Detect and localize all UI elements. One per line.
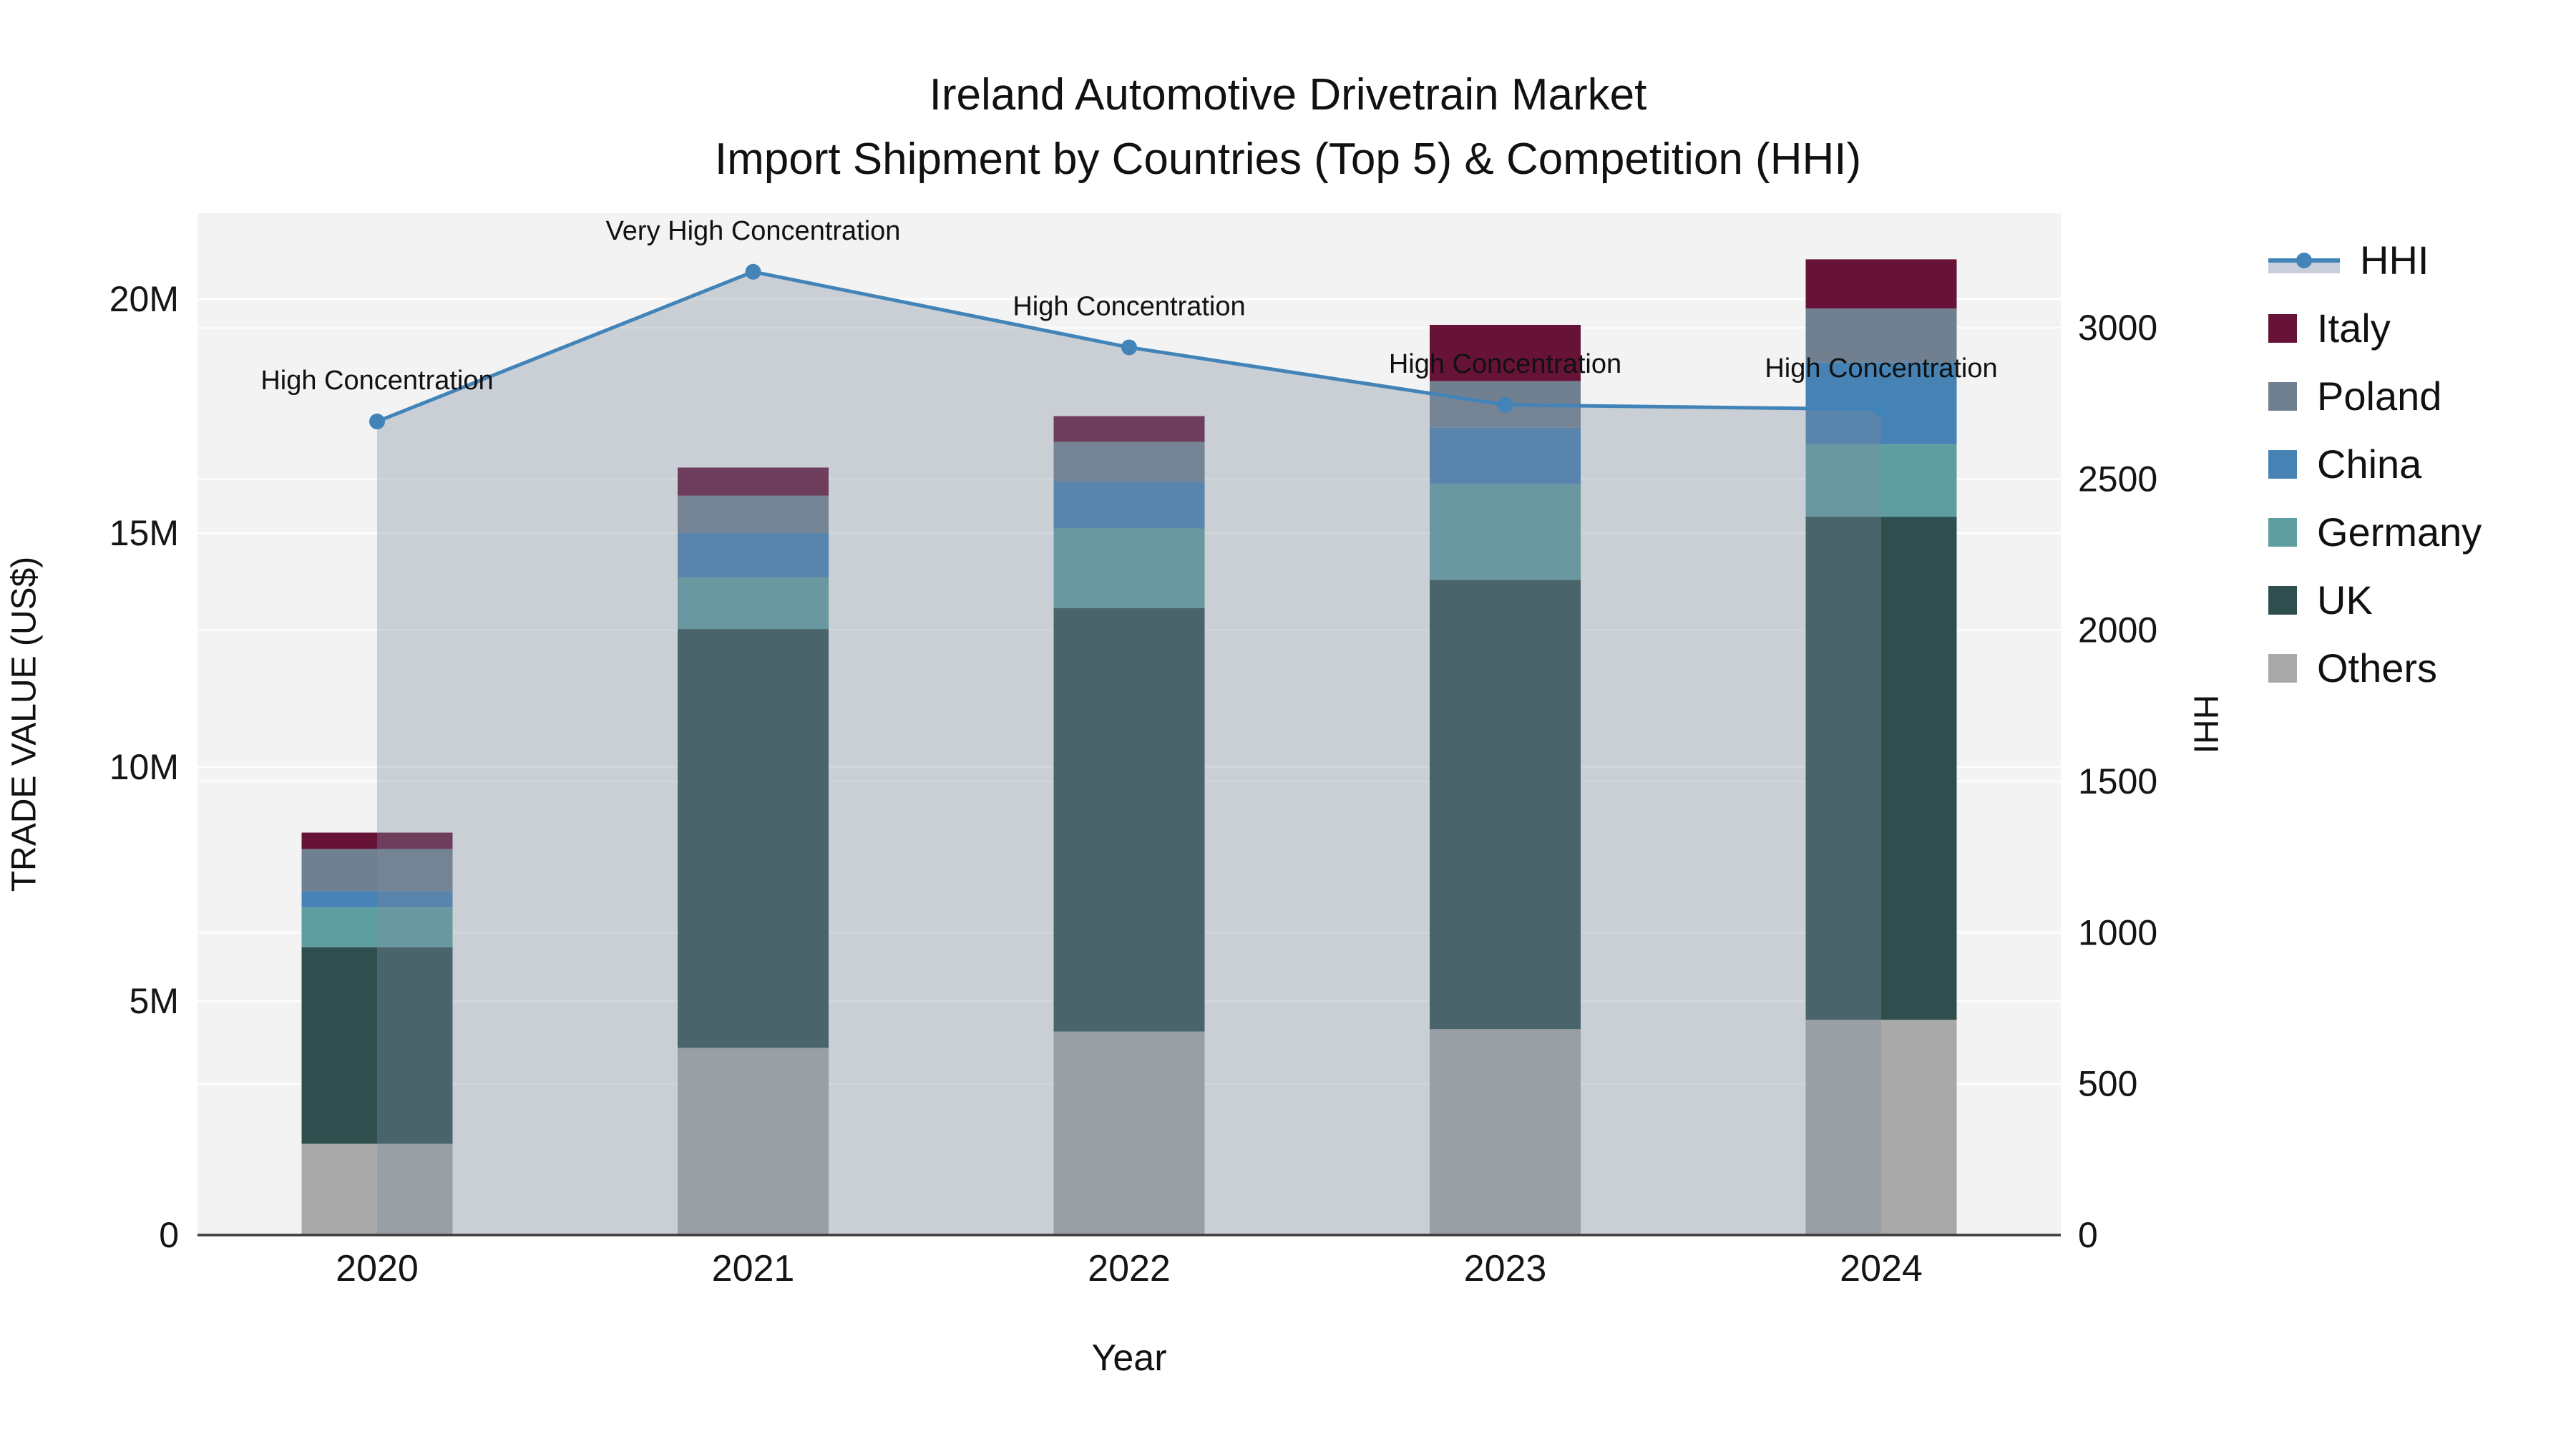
y-left-tick-0: 0: [159, 1215, 179, 1255]
hhi-marker-2024: [1873, 401, 1889, 418]
bar-segment-2020-uk: [301, 947, 453, 1144]
y-right-tick-500: 500: [2078, 1064, 2137, 1104]
bar-segment-2024-poland: [1805, 308, 1957, 363]
bar-segment-2021-others: [678, 1048, 829, 1235]
bar-segment-2021-italy: [678, 467, 829, 496]
chart-title-line2: Import Shipment by Countries (Top 5) & C…: [714, 134, 1862, 184]
bar-segment-2024-italy: [1805, 259, 1957, 309]
bar-segment-2024-uk: [1805, 517, 1957, 1020]
hhi-area-fill: [377, 271, 1881, 1236]
annotation-2021: Very High Concentration: [606, 216, 901, 246]
bar-segment-2021-china: [678, 533, 829, 578]
bar-segment-2023-italy: [1430, 324, 1581, 381]
legend-swatch-germany: [2268, 517, 2297, 547]
bar-segment-2021-poland: [678, 495, 829, 533]
bar-segment-2024-others: [1805, 1020, 1957, 1235]
y-left-tick-5M: 5M: [130, 981, 179, 1021]
legend-swatch-poland: [2268, 381, 2297, 411]
bar-segment-2023-china: [1430, 427, 1581, 484]
bar-segment-2023-others: [1430, 1029, 1581, 1235]
hhi-marker-2022: [1121, 339, 1137, 356]
hhi-marker-2023: [1497, 396, 1513, 413]
y-right-tick-1000: 1000: [2078, 912, 2157, 952]
annotation-2022: High Concentration: [1013, 291, 1245, 321]
bar-segment-2020-others: [301, 1143, 453, 1235]
legend-item-uk: UK: [2268, 566, 2482, 634]
chart-title-line1: Ireland Automotive Drivetrain Market: [929, 70, 1647, 119]
y-right-tick-1500: 1500: [2078, 761, 2157, 801]
legend-hhi-line-icon: [2268, 246, 2340, 275]
bar-segment-2024-germany: [1805, 444, 1957, 517]
legend-swatch-others: [2268, 653, 2297, 683]
x-tick-2020: 2020: [336, 1248, 419, 1289]
legend-label-uk: UK: [2317, 577, 2373, 623]
bar-segment-2022-china: [1053, 482, 1205, 529]
x-tick-2024: 2024: [1840, 1248, 1923, 1289]
hhi-marker-2020: [369, 414, 385, 430]
y-axis-title-right: HHI: [2186, 694, 2225, 754]
legend-item-poland: Poland: [2268, 362, 2482, 430]
legend-label-italy: Italy: [2317, 306, 2391, 351]
bar-segment-2020-poland: [301, 849, 453, 892]
y-right-tick-2500: 2500: [2078, 459, 2157, 499]
bar-segment-2023-germany: [1430, 484, 1581, 580]
legend-item-china: China: [2268, 430, 2482, 498]
bar-segment-2020-italy: [301, 832, 453, 849]
legend-item-hhi: HHI: [2268, 226, 2482, 294]
y-left-tick-10M: 10M: [109, 747, 179, 787]
legend-hhi-dot: [2296, 252, 2312, 268]
bar-segment-2023-uk: [1430, 580, 1581, 1030]
legend-swatch-china: [2268, 449, 2297, 479]
legend-label-germany: Germany: [2317, 509, 2482, 555]
legend-item-others: Others: [2268, 634, 2482, 702]
y-left-tick-15M: 15M: [109, 513, 179, 553]
legend: HHI Italy Poland China Germany UK Others: [2268, 226, 2482, 702]
bar-segment-2021-uk: [678, 629, 829, 1048]
legend-swatch-italy: [2268, 313, 2297, 343]
bar-segment-2022-italy: [1053, 416, 1205, 442]
legend-label-poland: Poland: [2317, 374, 2442, 419]
y-axis-title-left: TRADE VALUE (US$): [5, 556, 44, 892]
hhi-marker-2021: [745, 263, 761, 280]
y-right-tick-0: 0: [2078, 1215, 2098, 1255]
x-tick-2022: 2022: [1088, 1248, 1171, 1289]
annotation-2020: High Concentration: [260, 366, 493, 396]
y-right-tick-2000: 2000: [2078, 610, 2157, 650]
legend-label-hhi: HHI: [2360, 238, 2429, 283]
x-axis-title: Year: [1091, 1337, 1167, 1379]
bar-segment-2022-germany: [1053, 528, 1205, 608]
legend-item-italy: Italy: [2268, 294, 2482, 362]
legend-swatch-uk: [2268, 585, 2297, 615]
x-tick-2021: 2021: [712, 1248, 795, 1289]
y-left-tick-20M: 20M: [109, 279, 179, 319]
y-right-tick-3000: 3000: [2078, 308, 2157, 348]
x-tick-2023: 2023: [1464, 1248, 1547, 1289]
bar-segment-2022-uk: [1053, 608, 1205, 1032]
legend-label-others: Others: [2317, 645, 2438, 691]
bar-segment-2021-germany: [678, 577, 829, 630]
bar-segment-2022-poland: [1053, 441, 1205, 482]
chart-title: Ireland Automotive Drivetrain Market Imp…: [0, 63, 2576, 192]
bar-segment-2020-china: [301, 891, 453, 908]
annotation-2024: High Concentration: [1765, 353, 1997, 384]
annotation-2023: High Concentration: [1389, 349, 1621, 379]
legend-item-germany: Germany: [2268, 498, 2482, 566]
legend-label-china: China: [2317, 441, 2422, 487]
bar-segment-2020-germany: [301, 907, 453, 947]
bar-segment-2022-others: [1053, 1031, 1205, 1235]
